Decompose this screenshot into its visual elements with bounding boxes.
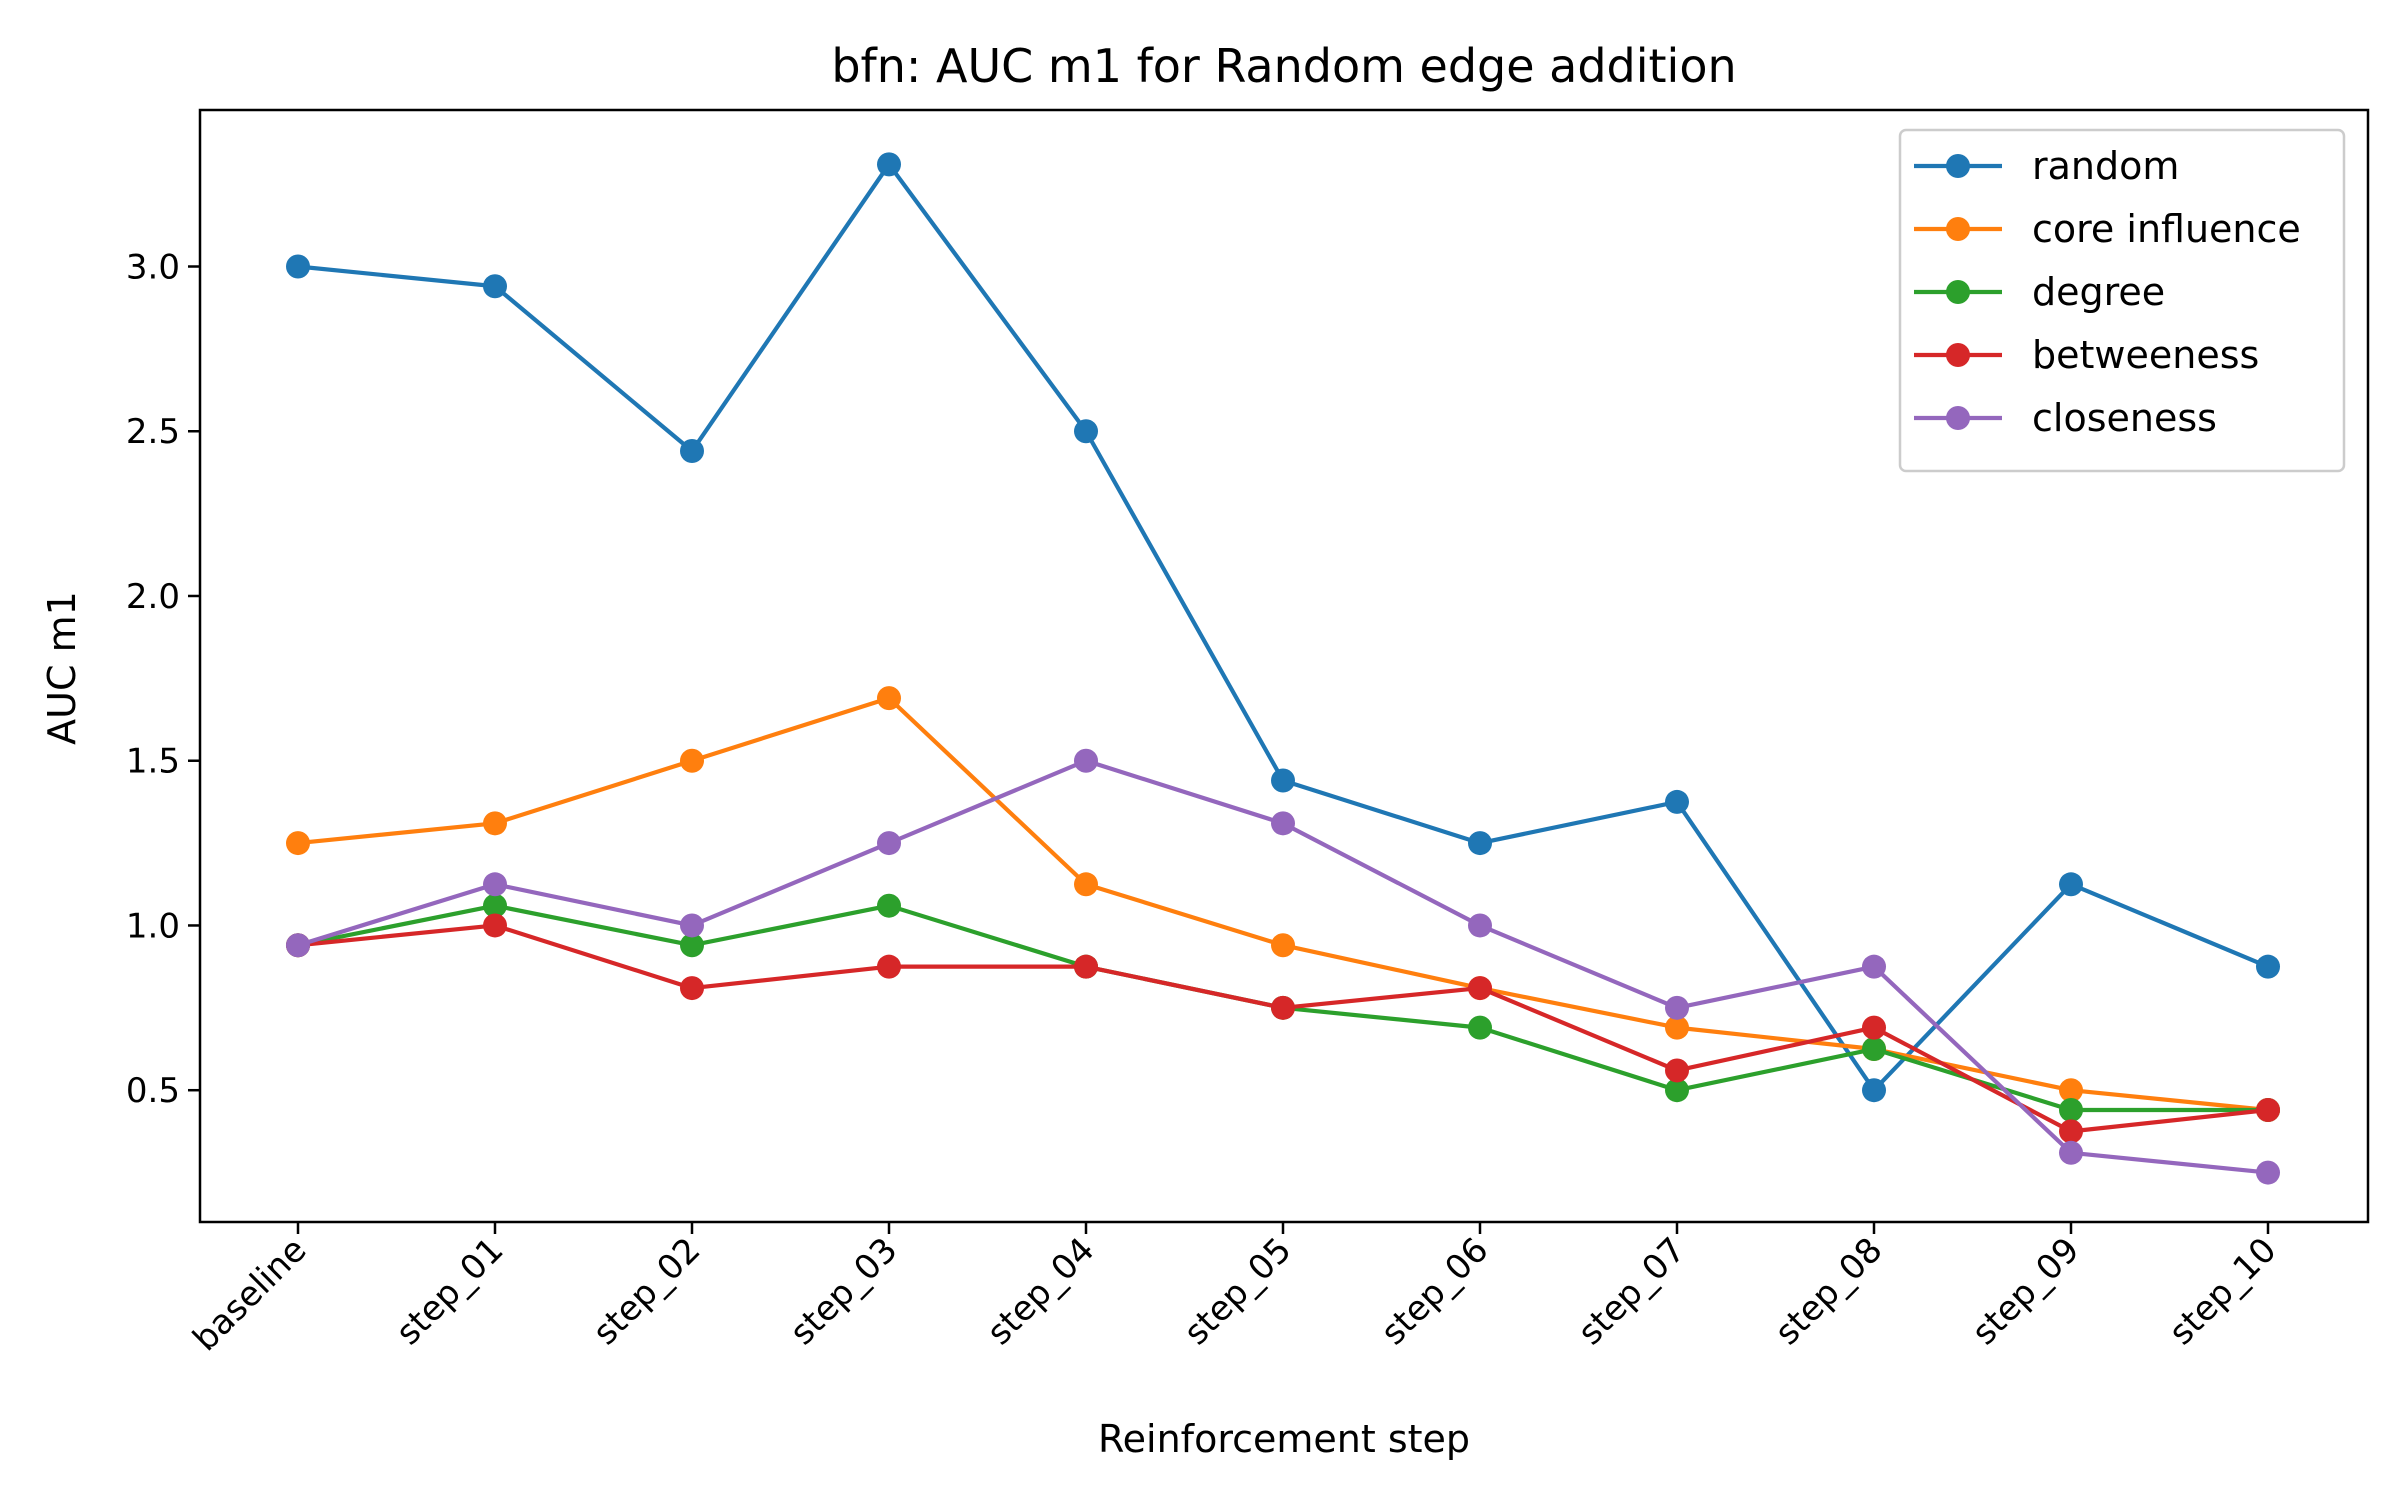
x-tick-label: step_10 — [2161, 1230, 2284, 1353]
data-point — [483, 274, 507, 299]
data-point — [1271, 933, 1295, 958]
data-point — [483, 913, 507, 938]
y-tick-label: 1.0 — [126, 906, 180, 946]
x-tick-label: baseline — [185, 1230, 314, 1359]
x-tick-label: step_04 — [979, 1230, 1102, 1353]
x-tick-label: step_09 — [1964, 1230, 2087, 1353]
y-axis-label: AUC m1 — [40, 591, 84, 745]
data-point — [1468, 831, 1492, 856]
data-point — [680, 976, 704, 1001]
data-point — [2256, 1160, 2280, 1185]
data-point — [1074, 954, 1098, 979]
data-point — [1665, 789, 1689, 814]
data-point — [1862, 954, 1886, 979]
data-point — [286, 933, 310, 958]
data-point — [286, 831, 310, 856]
y-tick-label: 3.0 — [126, 248, 180, 288]
data-point — [2059, 1140, 2083, 1165]
series-random — [286, 152, 2280, 1103]
legend-marker — [1946, 217, 1970, 241]
data-point — [2059, 1078, 2083, 1103]
data-point — [680, 439, 704, 464]
x-tick-label: step_06 — [1373, 1230, 1496, 1353]
legend-label: random — [2032, 144, 2179, 188]
data-point — [483, 893, 507, 918]
data-point — [877, 893, 901, 918]
x-tick-label: step_05 — [1176, 1230, 1299, 1353]
legend-item: degree — [1914, 270, 2165, 314]
legend-marker — [1946, 406, 1970, 430]
data-point — [680, 933, 704, 958]
y-tick-label: 1.5 — [126, 742, 180, 782]
data-point — [680, 913, 704, 938]
data-point — [483, 811, 507, 836]
data-point — [1665, 1058, 1689, 1083]
data-point — [1074, 419, 1098, 444]
series-closeness — [286, 748, 2280, 1185]
x-tick-label: step_03 — [782, 1230, 905, 1353]
legend-label: degree — [2032, 270, 2165, 314]
x-axis-label: Reinforcement step — [1098, 1417, 1470, 1461]
data-point — [286, 254, 310, 279]
data-point — [1862, 1037, 1886, 1062]
y-tick-label: 2.5 — [126, 412, 180, 452]
data-point — [1074, 748, 1098, 773]
data-point — [1862, 1078, 1886, 1103]
y-tick-label: 0.5 — [126, 1071, 180, 1111]
data-point — [877, 686, 901, 711]
legend-item: betweeness — [1914, 333, 2259, 377]
data-point — [2059, 1097, 2083, 1122]
data-point — [1665, 995, 1689, 1020]
legend-marker — [1946, 280, 1970, 304]
legend-label: betweeness — [2032, 333, 2259, 377]
data-point — [2256, 1097, 2280, 1122]
legend-box — [1898, 128, 2346, 473]
data-point — [1862, 1015, 1886, 1040]
x-tick-label: step_07 — [1570, 1230, 1693, 1353]
y-tick-label: 2.0 — [126, 577, 180, 617]
legend-label: core influence — [2032, 207, 2301, 251]
data-point — [1468, 913, 1492, 938]
x-tick-label: step_02 — [585, 1230, 708, 1353]
legend-item: random — [1914, 144, 2179, 188]
legend-item: closeness — [1914, 396, 2217, 440]
legend-marker — [1946, 154, 1970, 178]
x-tick-label: step_01 — [388, 1230, 511, 1353]
chart-title: bfn: AUC m1 for Random edge addition — [831, 39, 1736, 93]
legend-label: closeness — [2032, 396, 2217, 440]
data-point — [1271, 995, 1295, 1020]
data-point — [877, 152, 901, 177]
data-point — [2059, 872, 2083, 897]
data-point — [877, 954, 901, 979]
data-point — [1271, 811, 1295, 836]
legend-marker — [1946, 343, 1970, 367]
data-point — [1074, 872, 1098, 897]
data-point — [1468, 1015, 1492, 1040]
data-point — [1665, 1015, 1689, 1040]
legend-item: core influence — [1914, 207, 2301, 251]
data-point — [1271, 768, 1295, 793]
data-point — [2256, 954, 2280, 979]
data-point — [2059, 1119, 2083, 1144]
data-point — [1468, 976, 1492, 1001]
data-point — [483, 872, 507, 897]
data-point — [877, 831, 901, 856]
data-point — [680, 748, 704, 773]
plot-frame — [198, 108, 2370, 1224]
data-point — [1665, 1078, 1689, 1103]
x-tick-label: step_08 — [1767, 1230, 1890, 1353]
legend: random core influence degree betweeness clos… — [1898, 128, 2346, 473]
